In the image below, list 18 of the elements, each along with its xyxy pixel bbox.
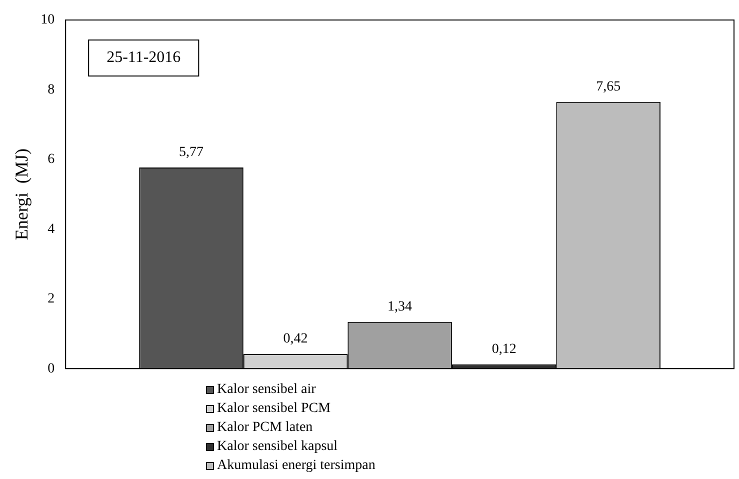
data-label: 1,34 — [388, 300, 412, 315]
y-tick-label: 8 — [48, 82, 55, 98]
legend-label: Akumulasi energi tersimpan — [217, 457, 376, 475]
y-tick-label: 2 — [48, 292, 55, 307]
data-label: 0,12 — [492, 342, 516, 358]
legend-label: Kalor sensibel kapsul — [217, 438, 338, 456]
data-label: 0,42 — [283, 332, 308, 347]
y-tick-label: 10 — [40, 12, 55, 28]
legend-label: Kalor sensibel air — [217, 381, 316, 399]
y-tick-label: 6 — [48, 152, 55, 168]
data-label: 5,77 — [179, 145, 204, 160]
legend-label: Kalor PCM laten — [217, 419, 313, 437]
annotation: 25-11-2016 — [106, 49, 181, 66]
data-label: 7,65 — [596, 80, 621, 95]
legend-label: Kalor sensibel PCM — [217, 400, 331, 418]
y-tick-label: 0 — [48, 361, 55, 376]
y-tick-label: 4 — [48, 222, 55, 237]
y-axis-title: Energi (MJ) — [12, 148, 32, 240]
